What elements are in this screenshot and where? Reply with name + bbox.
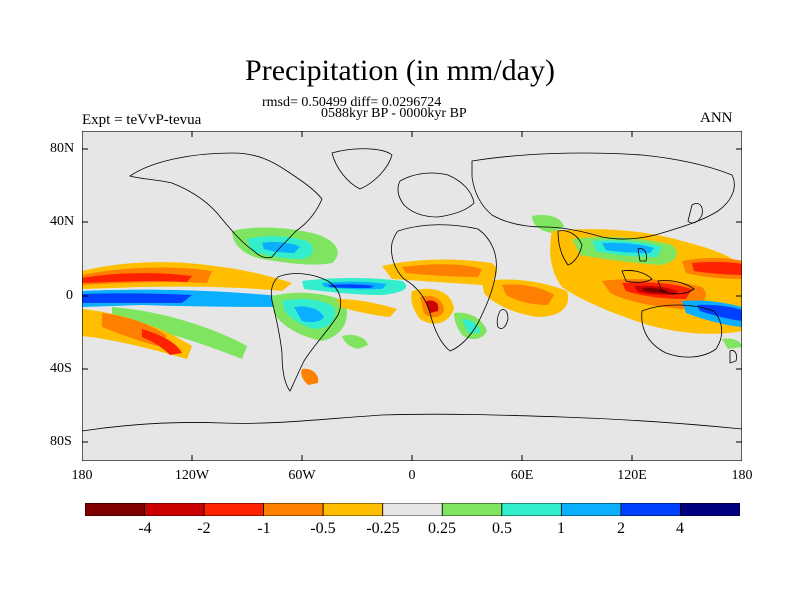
x-tick-label: 0 — [408, 468, 416, 483]
chart-title: Precipitation (in mm/day) — [245, 54, 555, 87]
colorbar-label: 2 — [617, 520, 625, 537]
colorbar-swatch — [501, 503, 562, 516]
colorbar-swatch — [560, 503, 622, 516]
colorbar-swatch — [441, 503, 503, 516]
colorbar-label: -4 — [138, 520, 152, 537]
x-tick-label: 180 — [731, 468, 753, 483]
colorbar-swatch — [203, 503, 265, 516]
colorbar-label: 1 — [557, 520, 565, 537]
season-label: ANN — [700, 110, 733, 126]
x-tick-label: 60W — [288, 468, 316, 483]
colorbar-swatch — [382, 503, 443, 516]
y-tick-label: 40S — [50, 361, 72, 376]
anomaly-contours — [82, 215, 742, 385]
y-tick-label: 0 — [66, 288, 73, 303]
colorbar-label: -0.5 — [310, 520, 336, 537]
colorbar-swatch — [85, 503, 145, 516]
colorbar-swatch — [144, 503, 205, 516]
colorbar-label: -1 — [257, 520, 271, 537]
colorbar-label: 0.5 — [492, 520, 512, 537]
stats-subtitle: rmsd= 0.50499 diff= 0.0296724 — [262, 95, 442, 110]
colorbar-label: -2 — [197, 520, 211, 537]
colorbar-swatch — [322, 503, 384, 516]
colorbar-swatch — [680, 503, 740, 516]
x-tick-label: 180 — [71, 468, 93, 483]
colorbar-label: -0.25 — [366, 520, 400, 537]
period-subtitle: 0588kyr BP - 0000kyr BP — [321, 106, 467, 121]
y-tick-label: 80N — [50, 141, 75, 156]
colorbar-label: 4 — [676, 520, 684, 537]
experiment-label: Expt = teVvP-tevua — [82, 112, 202, 128]
coastlines — [82, 148, 742, 432]
y-tick-label: 80S — [50, 434, 72, 449]
colorbar-label: 0.25 — [428, 520, 456, 537]
y-tick-label: 40N — [50, 214, 75, 229]
tick-marks — [82, 131, 742, 461]
colorbar — [85, 503, 740, 516]
x-tick-label: 120E — [617, 468, 647, 483]
x-tick-label: 120W — [174, 468, 210, 483]
precipitation-map — [82, 131, 742, 461]
colorbar-swatch — [620, 503, 681, 516]
colorbar-swatch — [263, 503, 324, 516]
x-tick-label: 60E — [510, 468, 534, 483]
